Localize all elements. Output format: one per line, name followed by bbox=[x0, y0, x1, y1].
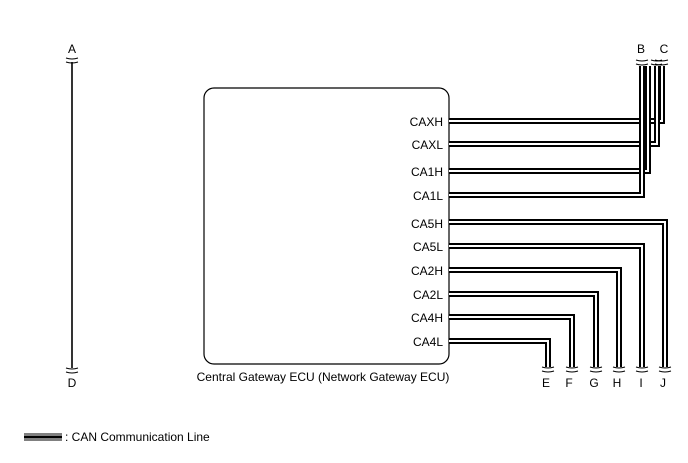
pin-label-ca2h: CA2H bbox=[411, 264, 443, 278]
connector-label-c: C bbox=[660, 42, 669, 56]
pin-label-caxl: CAXL bbox=[412, 138, 444, 152]
pin-label-ca5h: CA5H bbox=[411, 217, 443, 231]
connector-label-i: I bbox=[639, 376, 642, 390]
pin-label-ca1h: CA1H bbox=[411, 165, 443, 179]
pin-label-ca4h: CA4H bbox=[411, 311, 443, 325]
legend-label: : CAN Communication Line bbox=[65, 430, 210, 444]
connector-label-g: G bbox=[589, 376, 598, 390]
top-break-marks bbox=[635, 59, 669, 66]
pin-label-ca1l: CA1L bbox=[413, 189, 443, 203]
connector-label-d: D bbox=[68, 376, 77, 390]
connector-label-h: H bbox=[613, 376, 622, 390]
ecu-box bbox=[203, 87, 450, 365]
connector-label-f: F bbox=[565, 376, 572, 390]
legend-line-sample bbox=[24, 433, 62, 441]
ecu-caption: Central Gateway ECU (Network Gateway ECU… bbox=[197, 370, 450, 384]
pin-label-caxh: CAXH bbox=[410, 115, 443, 129]
pin-label-ca4l: CA4L bbox=[413, 335, 443, 349]
can-lines bbox=[449, 66, 668, 367]
pin-label-ca2l: CA2L bbox=[413, 288, 443, 302]
connector-label-e: E bbox=[542, 376, 550, 390]
wire-caxh-to-c bbox=[449, 66, 665, 124]
pin-label-ca5l: CA5L bbox=[413, 240, 443, 254]
wire-ca1l-to-b bbox=[449, 66, 645, 198]
wire-ca4l-to-e bbox=[449, 338, 551, 367]
left-bus-line bbox=[65, 57, 79, 374]
wire-caxl-to-c bbox=[449, 66, 660, 147]
connector-label-b: B bbox=[637, 42, 645, 56]
connector-label-j: J bbox=[660, 376, 666, 390]
bottom-break-marks bbox=[541, 366, 672, 373]
connector-label-a: A bbox=[68, 42, 76, 56]
